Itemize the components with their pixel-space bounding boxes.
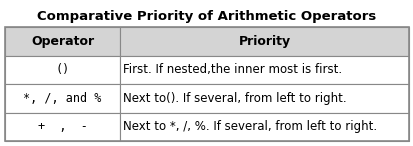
Text: Comparative Priority of Arithmetic Operators: Comparative Priority of Arithmetic Opera… <box>37 10 376 23</box>
Bar <box>120 84 408 113</box>
Text: +  ,  -: + , - <box>38 120 87 133</box>
Text: *, /, and %: *, /, and % <box>23 92 102 105</box>
Bar <box>5 113 120 141</box>
Bar <box>5 55 120 84</box>
Bar <box>5 27 408 141</box>
Bar <box>120 27 408 55</box>
Bar <box>120 113 408 141</box>
Text: Operator: Operator <box>31 35 94 48</box>
Bar <box>120 55 408 84</box>
Text: (): () <box>55 63 69 76</box>
Bar <box>5 84 120 113</box>
Bar <box>5 27 120 55</box>
Text: Priority: Priority <box>238 35 290 48</box>
Text: Next to *, /, %. If several, from left to right.: Next to *, /, %. If several, from left t… <box>123 120 376 133</box>
Text: First. If nested,the inner most is first.: First. If nested,the inner most is first… <box>123 63 342 76</box>
Text: Next to(). If several, from left to right.: Next to(). If several, from left to righ… <box>123 92 346 105</box>
